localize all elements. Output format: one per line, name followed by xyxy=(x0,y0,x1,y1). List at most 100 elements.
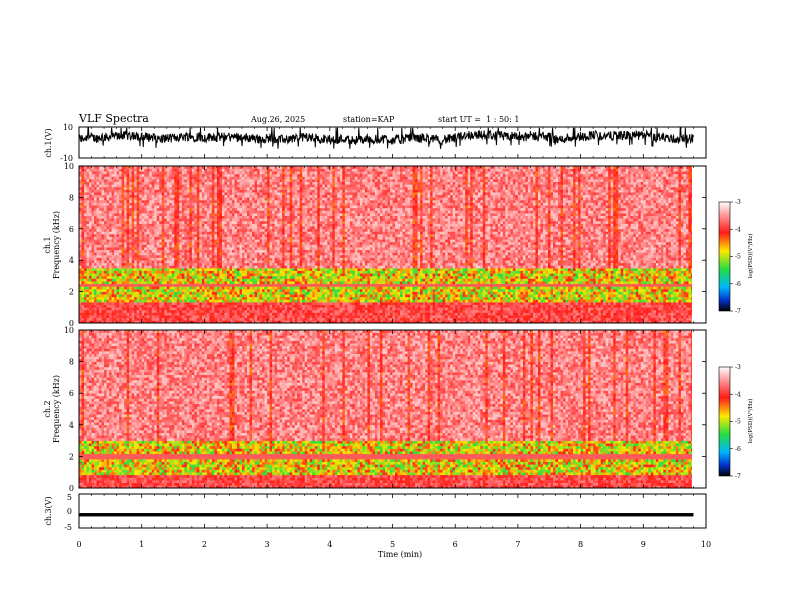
spectrogram-cell xyxy=(141,218,145,222)
spectrogram-cell xyxy=(151,312,155,316)
spectrogram-cell xyxy=(279,262,283,266)
spectrogram-cell xyxy=(216,268,220,271)
spectrogram-cell xyxy=(234,254,238,258)
spectrogram-cell xyxy=(164,288,168,292)
spectrogram-cell xyxy=(129,296,132,300)
spectrogram-cell xyxy=(262,281,265,285)
spectrogram-cell xyxy=(214,205,218,209)
spectrogram-cell xyxy=(267,252,270,256)
spectrogram-cell xyxy=(111,223,115,227)
spectrogram-cell xyxy=(129,275,132,279)
spectrogram-cell xyxy=(154,173,158,177)
spectrogram-cell xyxy=(171,252,175,256)
spectrogram-cell xyxy=(272,283,275,287)
spectrogram-cell xyxy=(106,244,110,248)
spectrogram-cell xyxy=(156,273,160,277)
spectrogram-cell xyxy=(84,252,87,256)
spectrogram-cell xyxy=(247,262,250,266)
spectrogram-cell xyxy=(237,288,240,292)
spectrogram-cell xyxy=(109,181,112,185)
spectrogram-cell xyxy=(94,265,97,269)
spectrogram-cell xyxy=(216,202,220,206)
spectrogram-cell xyxy=(99,184,102,188)
spectrogram-cell xyxy=(159,173,163,177)
spectrogram-cell xyxy=(216,220,220,224)
spectrogram-cell xyxy=(101,176,105,180)
spectrogram-cell xyxy=(211,218,215,222)
spectrogram-cell xyxy=(237,309,240,313)
spectrogram-cell xyxy=(226,317,230,321)
spectrogram-cell xyxy=(219,317,223,321)
spectrogram-cell xyxy=(254,197,258,201)
spectrogram-cell xyxy=(196,265,200,269)
spectrogram-cell xyxy=(267,186,270,190)
spectrogram-cell xyxy=(226,181,230,185)
spectrogram-cell xyxy=(264,262,268,266)
spectrogram-cell xyxy=(84,236,87,240)
spectrogram-cell xyxy=(186,307,190,311)
spectrogram-cell xyxy=(199,189,203,193)
spectrogram-cell xyxy=(279,210,283,214)
spectrogram-cell xyxy=(119,226,122,230)
spectrogram-cell xyxy=(146,265,150,269)
spectrogram-cell xyxy=(139,304,142,308)
spectrogram-cell xyxy=(156,268,160,271)
spectrogram-cell xyxy=(219,278,223,282)
spectrogram-cell xyxy=(272,179,275,182)
spectrogram-cell xyxy=(216,218,220,222)
spectrogram-cell xyxy=(209,194,213,198)
spectrogram-cell xyxy=(277,213,280,217)
spectrogram-cell xyxy=(239,317,243,321)
spectrogram-cell xyxy=(184,265,188,269)
spectrogram-cell xyxy=(134,291,137,295)
spectrogram-cell xyxy=(109,244,112,248)
spectrogram-cell xyxy=(124,181,127,185)
spectrogram-cell xyxy=(96,262,100,266)
spectrogram-cell xyxy=(161,205,165,209)
spectrogram-cell xyxy=(221,262,225,266)
spectrogram-cell xyxy=(282,241,285,245)
spectrogram-cell xyxy=(176,265,180,269)
spectrogram-cell xyxy=(174,189,178,193)
spectrogram-cell xyxy=(262,205,265,209)
spectrogram-cell xyxy=(109,223,112,227)
spectrogram-cell xyxy=(239,179,243,182)
spectrogram-cell xyxy=(234,273,238,277)
spectrogram-cell xyxy=(209,249,213,253)
spectrogram-cell xyxy=(224,241,228,245)
spectrogram-cell xyxy=(234,184,238,188)
spectrogram-cell xyxy=(149,176,153,180)
spectrogram-cell xyxy=(181,291,185,295)
spectrogram-cell xyxy=(111,317,115,321)
spectrogram-cell xyxy=(174,273,178,277)
spectrogram-cell xyxy=(186,252,190,256)
spectrogram-cell xyxy=(252,307,255,311)
spectrogram-cell xyxy=(264,215,268,219)
spectrogram-cell xyxy=(249,171,253,175)
spectrogram-cell xyxy=(99,302,102,305)
spectrogram-cell xyxy=(257,202,260,206)
spectrogram-cell xyxy=(239,184,243,188)
spectrogram-cell xyxy=(209,247,213,251)
spectrogram-cell xyxy=(206,304,210,308)
spectrogram-cell xyxy=(264,234,268,237)
spectrogram-cell xyxy=(101,254,105,258)
spectrogram-cell xyxy=(114,210,117,214)
spectrogram-cell xyxy=(141,275,145,279)
spectrogram-cell xyxy=(196,166,200,169)
spectrogram-cell xyxy=(231,192,235,196)
spectrogram-cell xyxy=(81,257,85,261)
spectrogram-cell xyxy=(221,270,225,274)
spectrogram-cell xyxy=(174,171,178,175)
spectrogram-cell xyxy=(191,288,195,292)
spectrogram-cell xyxy=(204,249,208,253)
spectrogram-cell xyxy=(151,254,155,258)
spectrogram-cell xyxy=(161,179,165,182)
spectrogram-cell xyxy=(136,236,140,240)
spectrogram-cell xyxy=(176,210,180,214)
spectrogram-cell xyxy=(206,315,210,319)
spectrogram-cell xyxy=(186,262,190,266)
spectrogram-cell xyxy=(267,296,270,300)
spectrogram-cell xyxy=(179,181,183,185)
spectrogram-cell xyxy=(111,239,115,243)
